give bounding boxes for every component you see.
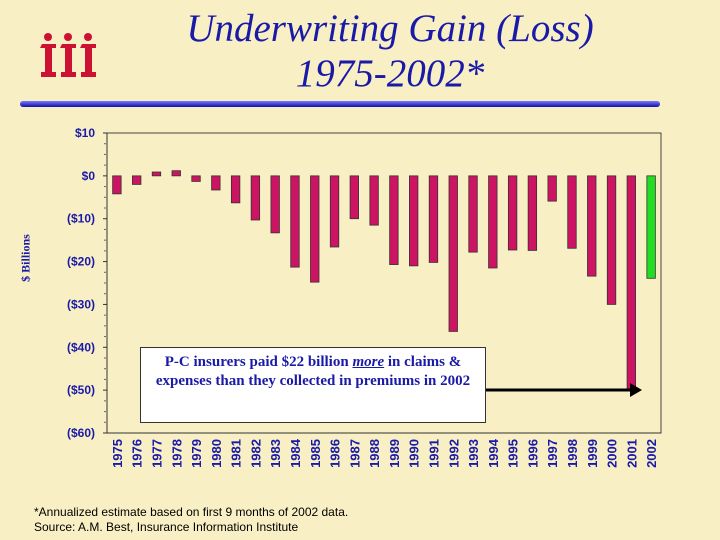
- x-tick-label: 1993: [466, 439, 481, 468]
- y-tick-label: ($10): [67, 212, 95, 226]
- x-tick-label: 2000: [605, 439, 620, 468]
- bar-1981: [230, 175, 241, 204]
- bar-1976: [132, 175, 142, 185]
- logo-mark: [40, 33, 96, 77]
- bar-1986: [329, 175, 340, 248]
- y-tick-label: ($20): [67, 255, 95, 269]
- x-tick-label: 1976: [130, 439, 145, 468]
- bar-1994: [488, 175, 498, 269]
- bar-2002: [646, 175, 656, 279]
- x-tick-label: 1981: [229, 439, 244, 468]
- y-tick-label: ($40): [67, 340, 95, 354]
- x-tick-label: 1986: [328, 439, 343, 468]
- x-tick-label: 1979: [189, 439, 204, 468]
- source-line: Source: A.M. Best, Insurance Information…: [34, 520, 299, 534]
- x-tick-label: 2002: [644, 439, 659, 468]
- iii-logo: [40, 33, 96, 77]
- x-tick-label: 1994: [486, 438, 501, 468]
- y-tick-label: $10: [75, 126, 95, 140]
- x-tick-label: 1984: [288, 438, 303, 468]
- bar-1987: [349, 175, 359, 220]
- bar-1984: [290, 175, 300, 268]
- bar-1997: [547, 175, 557, 202]
- y-tick-label: $0: [82, 169, 96, 183]
- bar-1992: [448, 175, 458, 332]
- footnote: *Annualized estimate based on first 9 mo…: [34, 505, 348, 535]
- x-tick-label: 1997: [545, 439, 560, 468]
- x-tick-label: 1987: [347, 439, 362, 468]
- x-tick-label: 1978: [169, 439, 184, 468]
- x-tick-label: 1982: [248, 439, 263, 468]
- y-tick-label: ($60): [67, 426, 95, 440]
- footnote-line-1: *Annualized estimate based on first 9 mo…: [34, 505, 349, 519]
- annotation-callout: P-C insurers paid $22 billion more in cl…: [140, 347, 486, 423]
- bar-1990: [409, 175, 419, 267]
- x-tick-label: 1989: [387, 439, 402, 468]
- y-tick-label: ($50): [67, 383, 95, 397]
- bar-1998: [567, 175, 577, 249]
- bar-1995: [507, 175, 518, 251]
- title-line-2: 1975-2002*: [295, 52, 485, 95]
- bar-1983: [270, 175, 280, 234]
- bar-2001: [626, 175, 636, 391]
- callout-text-end: in claims & expenses than they collected…: [155, 354, 471, 389]
- callout-text-start: P-C insurers paid $22 billion: [164, 354, 353, 370]
- bar-1978: [171, 170, 181, 177]
- bar-1982: [250, 175, 261, 221]
- bar-1979: [191, 175, 201, 182]
- x-tick-label: 1988: [367, 439, 382, 468]
- bar-1977: [151, 171, 162, 177]
- x-tick-label: 1983: [268, 439, 283, 468]
- y-tick-label: ($30): [67, 297, 95, 311]
- x-tick-label: 1992: [446, 439, 461, 468]
- x-tick-label: 1990: [407, 439, 422, 468]
- x-tick-label: 2001: [624, 439, 639, 468]
- x-tick-label: 1999: [585, 439, 600, 468]
- bar-1988: [369, 175, 379, 226]
- title-line-1: Underwriting Gain (Loss): [186, 7, 594, 50]
- bar-2000: [606, 175, 617, 305]
- x-tick-label: 1991: [426, 439, 441, 468]
- y-axis-label: $ Billions: [18, 234, 33, 282]
- bar-1996: [527, 175, 538, 251]
- chart-title: Underwriting Gain (Loss) 1975-2002*: [120, 6, 660, 96]
- x-tick-label: 1975: [110, 439, 125, 468]
- x-tick-label: 1985: [308, 439, 323, 468]
- bar-1985: [310, 175, 320, 283]
- bar-1980: [211, 175, 221, 191]
- title-divider: [20, 101, 660, 107]
- x-tick-label: 1980: [209, 439, 224, 468]
- x-tick-label: 1998: [565, 439, 580, 468]
- callout-arrow: [486, 383, 642, 397]
- callout-emphasis: more: [352, 354, 385, 370]
- bar-1999: [587, 175, 597, 277]
- bar-1975: [112, 175, 122, 195]
- x-tick-label: 1996: [525, 439, 540, 468]
- x-tick-label: 1995: [506, 439, 521, 468]
- bar-1991: [428, 175, 439, 263]
- bar-1989: [389, 175, 399, 265]
- bar-1993: [468, 175, 478, 253]
- x-tick-label: 1977: [149, 439, 164, 468]
